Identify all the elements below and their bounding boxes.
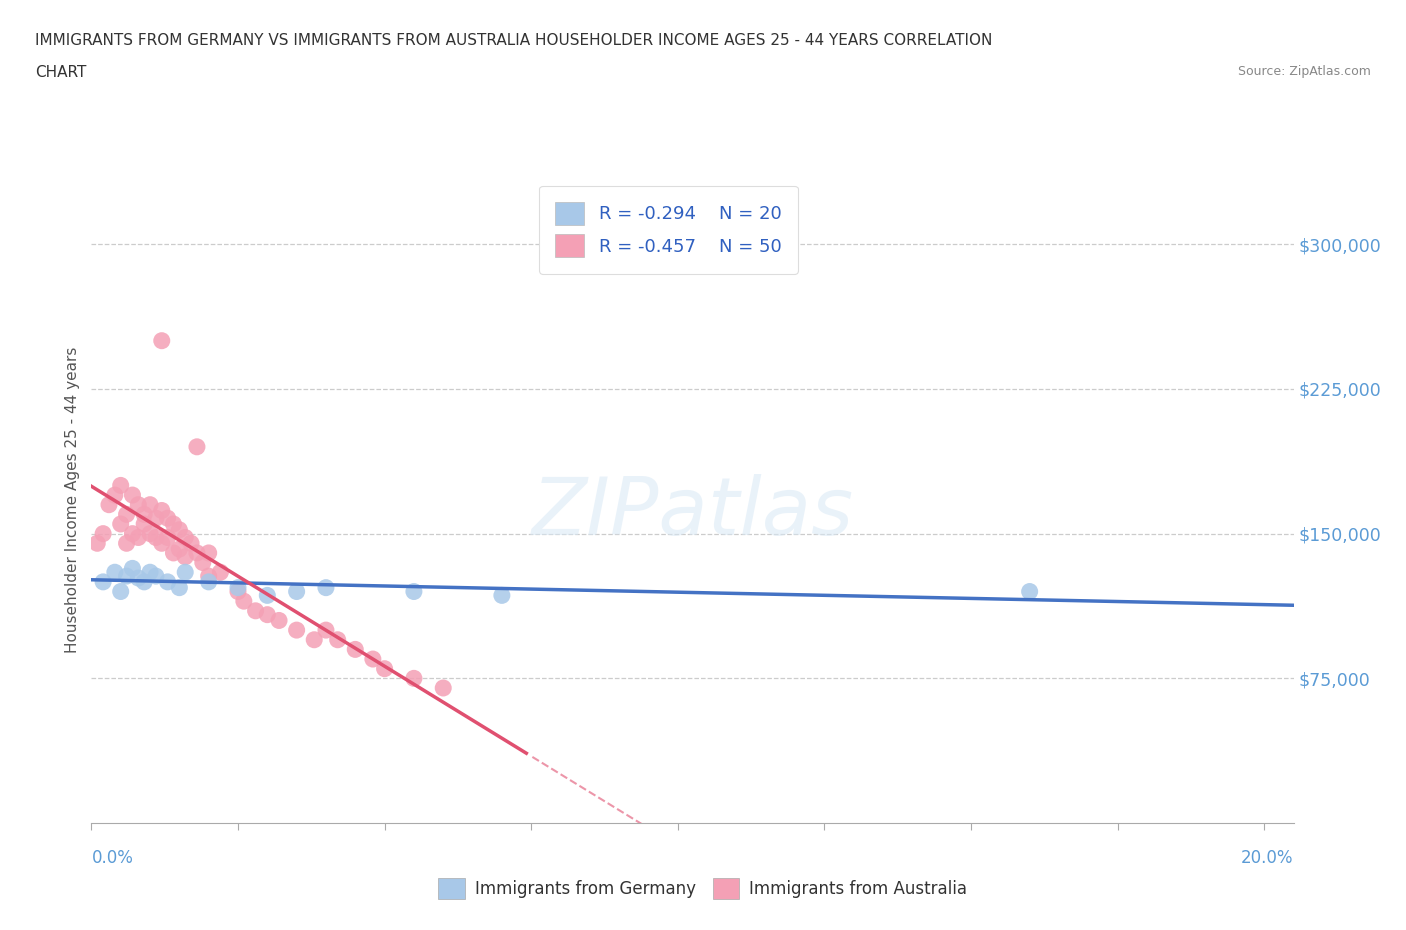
Point bbox=[91, 575, 114, 590]
Point bbox=[256, 607, 278, 622]
Point bbox=[226, 580, 249, 595]
Text: CHART: CHART bbox=[35, 65, 87, 80]
Point bbox=[432, 681, 454, 696]
Point bbox=[174, 565, 197, 579]
Point bbox=[285, 584, 308, 599]
Point bbox=[267, 613, 290, 628]
Point bbox=[150, 503, 173, 518]
Point bbox=[285, 623, 308, 638]
Point bbox=[139, 565, 162, 579]
Text: ZIPatlas: ZIPatlas bbox=[531, 473, 853, 551]
Point bbox=[402, 584, 425, 599]
Legend: R = -0.294    N = 20, R = -0.457    N = 50: R = -0.294 N = 20, R = -0.457 N = 50 bbox=[538, 186, 797, 273]
Point bbox=[134, 516, 156, 531]
Point bbox=[121, 487, 143, 502]
Point bbox=[150, 333, 173, 348]
Point bbox=[197, 575, 219, 590]
Point bbox=[127, 498, 149, 512]
Point bbox=[145, 530, 167, 545]
Point bbox=[115, 568, 138, 583]
Point bbox=[169, 541, 191, 556]
Point bbox=[209, 565, 232, 579]
Point bbox=[232, 593, 254, 608]
Point bbox=[226, 584, 249, 599]
Point bbox=[127, 571, 149, 586]
Point bbox=[174, 550, 197, 565]
Point bbox=[315, 580, 337, 595]
Point bbox=[104, 487, 127, 502]
Point bbox=[361, 652, 384, 667]
Point bbox=[121, 561, 143, 576]
Point bbox=[162, 516, 184, 531]
Text: 20.0%: 20.0% bbox=[1241, 849, 1294, 867]
Point bbox=[302, 632, 325, 647]
Point bbox=[115, 507, 138, 522]
Point bbox=[491, 588, 513, 603]
Point bbox=[115, 536, 138, 551]
Point bbox=[139, 498, 162, 512]
Point bbox=[110, 478, 132, 493]
Point bbox=[110, 584, 132, 599]
Point bbox=[104, 565, 127, 579]
Point bbox=[91, 526, 114, 541]
Point bbox=[174, 530, 197, 545]
Point bbox=[156, 530, 179, 545]
Point bbox=[186, 439, 208, 454]
Point bbox=[197, 546, 219, 561]
Point bbox=[180, 536, 202, 551]
Point bbox=[121, 526, 143, 541]
Point bbox=[156, 575, 179, 590]
Point bbox=[134, 575, 156, 590]
Text: Source: ZipAtlas.com: Source: ZipAtlas.com bbox=[1237, 65, 1371, 78]
Point bbox=[127, 530, 149, 545]
Point bbox=[156, 511, 179, 525]
Point bbox=[402, 671, 425, 685]
Text: 0.0%: 0.0% bbox=[91, 849, 134, 867]
Point bbox=[256, 588, 278, 603]
Text: IMMIGRANTS FROM GERMANY VS IMMIGRANTS FROM AUSTRALIA HOUSEHOLDER INCOME AGES 25 : IMMIGRANTS FROM GERMANY VS IMMIGRANTS FR… bbox=[35, 33, 993, 47]
Point bbox=[191, 555, 214, 570]
Point bbox=[139, 526, 162, 541]
Point bbox=[145, 568, 167, 583]
Point bbox=[134, 507, 156, 522]
Point bbox=[326, 632, 349, 647]
Legend: Immigrants from Germany, Immigrants from Australia: Immigrants from Germany, Immigrants from… bbox=[430, 870, 976, 908]
Point bbox=[162, 546, 184, 561]
Point bbox=[186, 546, 208, 561]
Point bbox=[344, 642, 367, 657]
Point bbox=[150, 536, 173, 551]
Point bbox=[245, 604, 267, 618]
Point bbox=[145, 511, 167, 525]
Point bbox=[1018, 584, 1040, 599]
Point bbox=[315, 623, 337, 638]
Point bbox=[86, 536, 108, 551]
Point bbox=[110, 516, 132, 531]
Point bbox=[169, 580, 191, 595]
Point bbox=[98, 498, 121, 512]
Point bbox=[169, 523, 191, 538]
Point bbox=[374, 661, 396, 676]
Point bbox=[197, 568, 219, 583]
Y-axis label: Householder Income Ages 25 - 44 years: Householder Income Ages 25 - 44 years bbox=[65, 347, 80, 653]
